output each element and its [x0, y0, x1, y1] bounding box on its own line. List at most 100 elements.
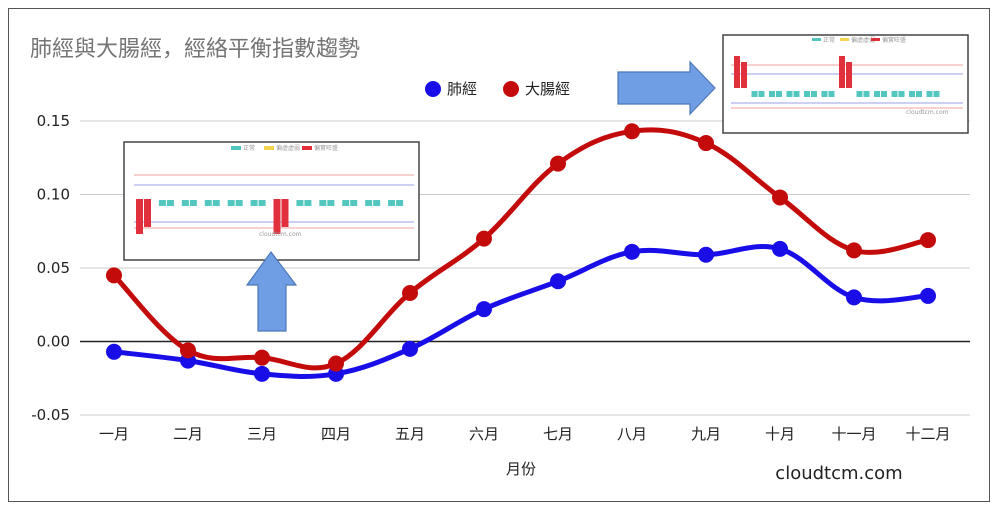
- inset-bar: [327, 200, 335, 206]
- data-point-series-1: [920, 232, 936, 249]
- up-arrow-icon: [245, 250, 298, 332]
- inset-bar: [212, 200, 220, 206]
- data-point-series-1: [106, 267, 122, 284]
- data-point-series-0: [772, 240, 788, 257]
- inset-bar: [926, 91, 933, 97]
- inset-bar: [281, 199, 289, 227]
- x-tick-label: 一月: [99, 425, 129, 443]
- inset-left-legend-3: 偏實旺盛: [314, 144, 338, 152]
- inset-bar: [235, 200, 243, 206]
- inset-bar: [811, 91, 817, 97]
- data-point-series-0: [402, 340, 418, 357]
- y-tick-label: 0.05: [37, 259, 70, 277]
- inset-bar: [350, 200, 358, 206]
- inset-bar: [136, 199, 143, 234]
- data-point-series-0: [920, 287, 936, 304]
- data-point-series-1: [476, 230, 492, 247]
- legend-label-lung: 肺經: [447, 80, 477, 98]
- inset-bar: [250, 200, 258, 206]
- credit-text: cloudtcm.com: [775, 463, 902, 484]
- legend-label-large-intestine: 大腸經: [525, 80, 570, 98]
- data-point-series-0: [106, 343, 122, 360]
- data-point-series-1: [550, 155, 566, 172]
- inset-bar: [144, 199, 151, 227]
- y-tick-label: 0.00: [37, 333, 70, 351]
- inset-bar: [296, 200, 304, 206]
- data-point-series-0: [550, 273, 566, 290]
- data-point-series-1: [624, 123, 640, 140]
- x-tick-label: 七月: [543, 425, 573, 443]
- inset-bar: [158, 200, 166, 206]
- data-point-series-0: [846, 289, 862, 306]
- inset-right-watermark: cloudtcm.com: [906, 109, 949, 116]
- chart-title: 肺經與大腸經，經絡平衡指數趨勢: [30, 37, 360, 62]
- inset-bar: [342, 200, 350, 206]
- data-point-series-0: [254, 365, 270, 382]
- data-point-series-0: [476, 301, 492, 318]
- inset-bar: [227, 200, 235, 206]
- x-axis-title: 月份: [506, 460, 536, 478]
- data-point-series-1: [402, 284, 418, 301]
- inset-right-legend-2: 偏虛虛弱: [851, 36, 875, 44]
- x-tick-label: 八月: [617, 425, 647, 443]
- inset-bar: [909, 91, 915, 97]
- inset-bar: [793, 91, 800, 97]
- inset-bar: [881, 91, 887, 97]
- inset-bar: [189, 200, 197, 206]
- inset-bar: [776, 91, 782, 97]
- series-group: [106, 123, 936, 382]
- inset-bar: [258, 200, 266, 206]
- inset-bar: [821, 91, 828, 97]
- inset-bar: [839, 56, 845, 88]
- inset-bar: [758, 91, 765, 97]
- y-tick-label: 0.10: [37, 186, 70, 204]
- x-tick-label: 九月: [691, 425, 721, 443]
- data-point-series-0: [624, 243, 640, 260]
- inset-right-legend-3: 偏實旺盛: [882, 36, 906, 44]
- inset-bar: [874, 91, 880, 97]
- inset-bar: [786, 91, 793, 97]
- inset-left-legend-1: 正常: [243, 144, 255, 152]
- inset-bar: [365, 200, 373, 206]
- inset-bar: [181, 200, 189, 206]
- inset-bar: [933, 91, 940, 97]
- inset-bar: [304, 200, 312, 206]
- legend: 肺經 大腸經: [425, 80, 570, 98]
- right-arrow-icon: [617, 60, 716, 116]
- data-point-series-0: [698, 246, 714, 263]
- inset-bar: [741, 62, 747, 88]
- data-point-series-1: [254, 349, 270, 366]
- inset-bar: [891, 91, 898, 97]
- inset-thumbnail-left: 正常 偏虛虛弱 偏實旺盛 cloudtcm.com: [123, 141, 420, 261]
- x-tick-label: 六月: [469, 425, 499, 443]
- legend-marker-large-intestine: [503, 81, 519, 97]
- inset-bar: [373, 200, 381, 206]
- inset-bar: [898, 91, 905, 97]
- inset-bar: [856, 91, 863, 97]
- inset-bar: [804, 91, 810, 97]
- inset-bar: [846, 62, 852, 88]
- inset-right-legend-1: 正常: [823, 36, 835, 44]
- y-tick-label: 0.15: [37, 112, 70, 130]
- x-tick-label: 三月: [247, 425, 277, 443]
- inset-bar: [828, 91, 835, 97]
- x-tick-label: 四月: [321, 425, 351, 443]
- inset-bar: [769, 91, 775, 97]
- y-axis-ticks: 0.15 0.10 0.05 0.00 -0.05: [31, 112, 70, 424]
- inset-bar: [388, 200, 396, 206]
- x-tick-label: 十二月: [905, 425, 950, 443]
- inset-left-watermark: cloudtcm.com: [259, 231, 302, 238]
- x-tick-label: 二月: [173, 425, 203, 443]
- inset-bar: [204, 200, 212, 206]
- x-tick-label: 十月: [765, 425, 795, 443]
- y-tick-label: -0.05: [31, 406, 70, 424]
- x-axis-ticks: 一月 二月 三月 四月 五月 六月 七月 八月 九月 十月 十一月 十二月: [99, 425, 951, 443]
- inset-bar: [273, 199, 281, 234]
- data-point-series-1: [772, 189, 788, 206]
- legend-marker-lung: [425, 81, 441, 97]
- inset-bar: [319, 200, 327, 206]
- inset-thumbnail-right: 正常 偏虛虛弱 偏實旺盛 cloudtcm.com: [722, 34, 969, 134]
- inset-bar: [396, 200, 404, 206]
- x-tick-label: 十一月: [831, 425, 876, 443]
